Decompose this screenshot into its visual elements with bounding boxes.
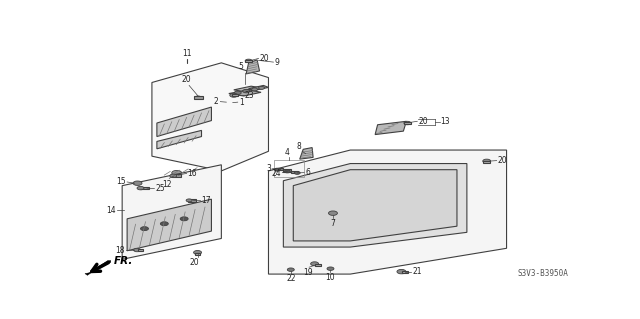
Polygon shape <box>269 150 507 274</box>
Polygon shape <box>234 86 259 91</box>
Polygon shape <box>127 199 211 251</box>
Circle shape <box>245 59 252 63</box>
Text: 10: 10 <box>326 273 335 282</box>
Text: 1: 1 <box>239 98 243 107</box>
Polygon shape <box>284 164 467 247</box>
Text: 6: 6 <box>305 168 310 177</box>
Polygon shape <box>195 254 200 256</box>
Text: 20: 20 <box>189 258 199 267</box>
Polygon shape <box>483 161 490 163</box>
Circle shape <box>328 211 337 215</box>
Polygon shape <box>188 199 196 202</box>
Polygon shape <box>122 165 221 259</box>
Text: 20: 20 <box>498 156 508 165</box>
Circle shape <box>141 227 148 231</box>
Text: FR.: FR. <box>114 256 133 266</box>
Polygon shape <box>138 249 143 251</box>
Polygon shape <box>402 271 408 273</box>
Circle shape <box>195 96 202 100</box>
Circle shape <box>234 91 241 94</box>
Polygon shape <box>140 187 149 189</box>
Text: 11: 11 <box>182 49 191 58</box>
Circle shape <box>483 159 491 163</box>
Circle shape <box>133 181 142 185</box>
Text: 21: 21 <box>412 267 422 276</box>
Polygon shape <box>246 60 260 74</box>
Text: 3: 3 <box>267 164 271 173</box>
Text: 18: 18 <box>115 246 125 255</box>
Polygon shape <box>85 261 111 275</box>
Text: 13: 13 <box>440 117 450 126</box>
Text: 2: 2 <box>213 97 218 106</box>
Text: 25: 25 <box>156 184 165 193</box>
Circle shape <box>275 168 280 171</box>
Text: S3V3-B3950A: S3V3-B3950A <box>518 269 568 278</box>
Polygon shape <box>293 170 457 241</box>
Polygon shape <box>275 168 284 170</box>
Polygon shape <box>284 169 291 172</box>
Text: 9: 9 <box>275 58 279 67</box>
Polygon shape <box>375 121 406 135</box>
Circle shape <box>172 170 182 175</box>
Text: 4: 4 <box>285 148 290 157</box>
Circle shape <box>193 250 202 255</box>
Bar <box>275 160 304 177</box>
Text: 24: 24 <box>272 169 282 178</box>
Polygon shape <box>404 122 411 124</box>
Polygon shape <box>193 96 202 99</box>
Polygon shape <box>172 174 181 177</box>
Text: 12: 12 <box>162 180 172 189</box>
Polygon shape <box>300 148 313 159</box>
Circle shape <box>327 267 334 271</box>
Text: 7: 7 <box>330 219 335 228</box>
Circle shape <box>310 262 319 266</box>
Circle shape <box>284 170 291 173</box>
Text: 19: 19 <box>303 268 313 277</box>
Circle shape <box>180 217 188 221</box>
Circle shape <box>170 174 177 178</box>
Text: 20: 20 <box>182 76 191 85</box>
Text: 22: 22 <box>286 274 296 283</box>
Circle shape <box>252 88 257 91</box>
Polygon shape <box>157 130 202 149</box>
Text: 20: 20 <box>419 117 428 126</box>
Polygon shape <box>152 63 269 171</box>
Polygon shape <box>229 90 261 96</box>
Text: 17: 17 <box>201 196 211 205</box>
Circle shape <box>259 86 264 89</box>
Circle shape <box>230 93 237 97</box>
Circle shape <box>137 186 144 190</box>
Text: 8: 8 <box>296 142 301 151</box>
Circle shape <box>161 222 168 226</box>
Polygon shape <box>315 263 321 266</box>
Circle shape <box>404 121 411 125</box>
Text: 5: 5 <box>239 63 244 71</box>
Circle shape <box>397 270 406 274</box>
Circle shape <box>243 89 250 93</box>
Polygon shape <box>249 85 269 91</box>
Polygon shape <box>232 94 237 96</box>
Text: 20: 20 <box>260 54 269 63</box>
Polygon shape <box>245 60 252 62</box>
Circle shape <box>134 248 141 252</box>
Polygon shape <box>291 171 298 173</box>
Text: 16: 16 <box>188 169 197 178</box>
Polygon shape <box>157 107 211 137</box>
Text: 23: 23 <box>244 91 254 100</box>
Circle shape <box>287 268 294 271</box>
Text: 14: 14 <box>107 206 116 215</box>
Circle shape <box>186 199 192 202</box>
Circle shape <box>294 171 300 174</box>
Text: 15: 15 <box>116 177 125 187</box>
